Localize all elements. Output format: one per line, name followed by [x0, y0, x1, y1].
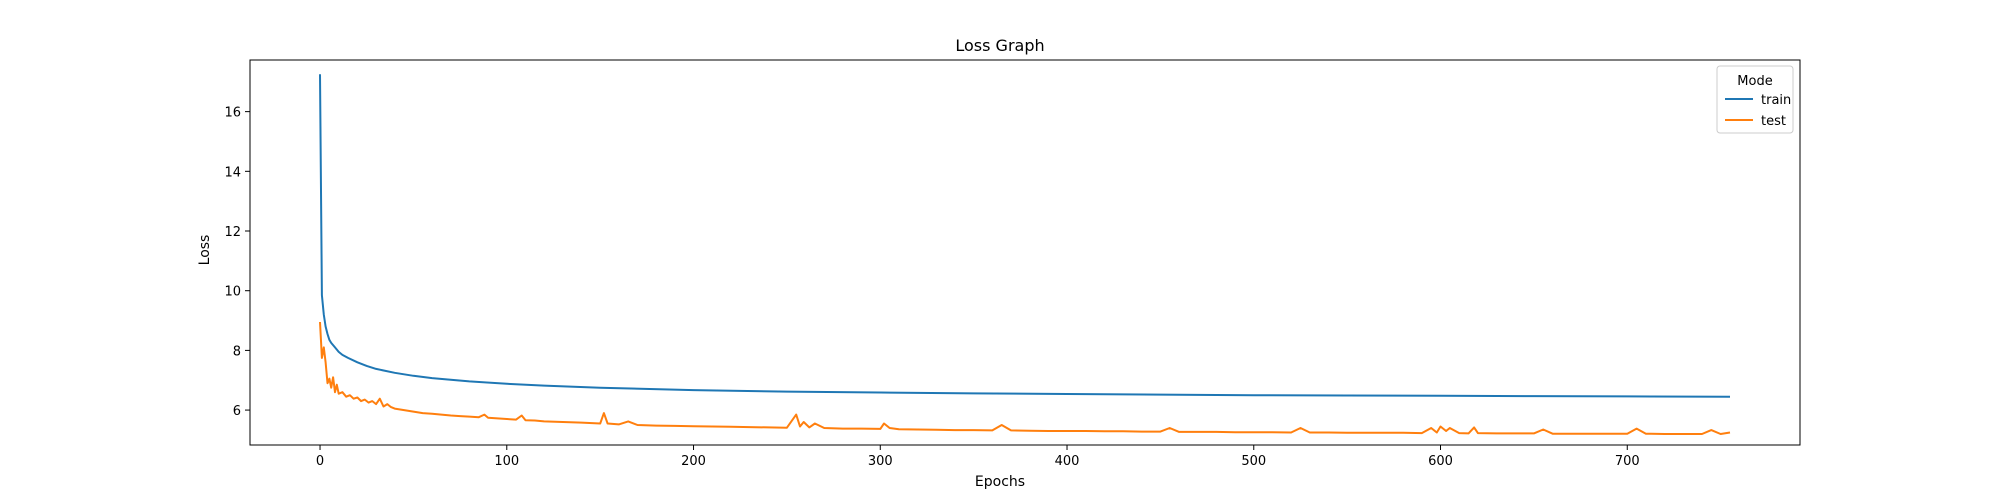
series-line-test: [319, 321, 1731, 435]
y-axis-label: Loss: [197, 235, 213, 266]
legend-label-train: train: [1761, 93, 1791, 108]
x-tick-label: 400: [1055, 454, 1080, 469]
legend-label-test: test: [1761, 114, 1786, 129]
legend: Mode train test: [1716, 65, 1794, 134]
x-tick-label: 500: [1241, 454, 1266, 469]
x-tick-label: 200: [681, 454, 706, 469]
y-tick-label: 6: [233, 404, 241, 419]
legend-title: Mode: [1737, 74, 1772, 89]
x-tick-label: 100: [494, 454, 519, 469]
x-axis-label: Epochs: [975, 474, 1025, 490]
x-tick-label: 300: [868, 454, 893, 469]
y-tick-label: 12: [224, 225, 241, 240]
x-tick-label: 0: [316, 454, 324, 469]
y-tick-label: 16: [224, 106, 241, 121]
x-tick-label: 700: [1615, 454, 1640, 469]
legend-box: [1716, 65, 1794, 134]
y-tick-label: 8: [233, 344, 241, 359]
plot-area: 0 100 200 300 400 500 600 700 6 8 10 12 14 16: [224, 59, 1801, 469]
x-tick-label: 600: [1428, 454, 1453, 469]
y-tick-label: 14: [224, 165, 241, 180]
y-tick-label: 10: [224, 285, 241, 300]
chart-title: Loss Graph: [955, 36, 1044, 55]
plot-frame: [249, 59, 1801, 446]
series-line-train: [319, 74, 1731, 398]
